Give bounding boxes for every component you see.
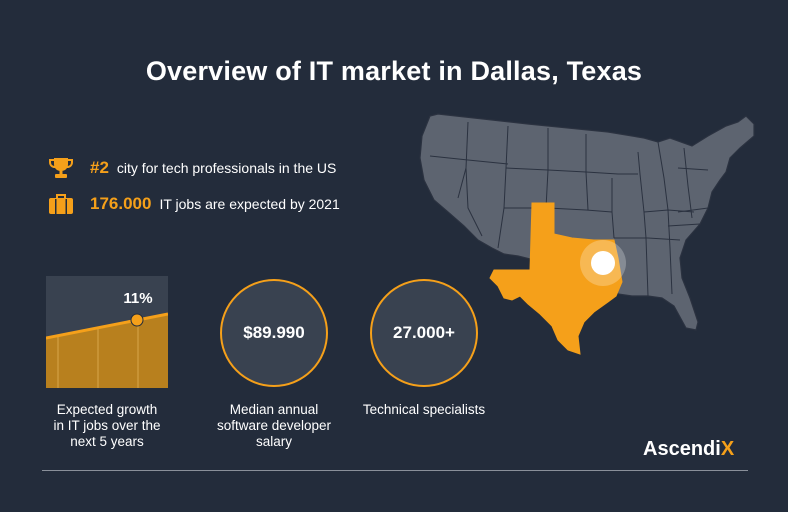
fact-tech-rank: #2 city for tech professionals in the US [48,156,336,180]
tech-rank-value: #2 [90,158,109,177]
ascendix-logo: AscendiX [643,438,735,460]
growth-chart: 11% [46,276,168,388]
us-map-outline [419,113,755,331]
salary-value: $89.990 [243,323,305,342]
it-jobs-text: IT jobs are expected by 2021 [159,196,340,212]
specialists-label: Technical specialists [362,402,486,417]
salary-label: Median annual software developer salary [216,402,332,449]
it-jobs-value: 176.000 [90,194,152,213]
dallas-marker [591,251,615,275]
trophy-icon [49,158,73,178]
growth-label: Expected growth in IT jobs over the next… [53,402,161,449]
briefcase-icon [49,194,73,214]
fact-it-jobs: 176.000 IT jobs are expected by 2021 [48,192,340,216]
growth-value: 11% [123,290,152,307]
specialists-value: 27.000+ [393,323,455,342]
footer-divider [42,470,748,471]
texas-highlight [489,202,626,355]
us-map [419,113,755,355]
specialists-circle: 27.000+ [370,279,478,387]
page-title: Overview of IT market in Dallas, Texas [145,56,643,86]
tech-rank-text: city for tech professionals in the US [116,160,337,176]
salary-circle: $89.990 [220,279,328,387]
